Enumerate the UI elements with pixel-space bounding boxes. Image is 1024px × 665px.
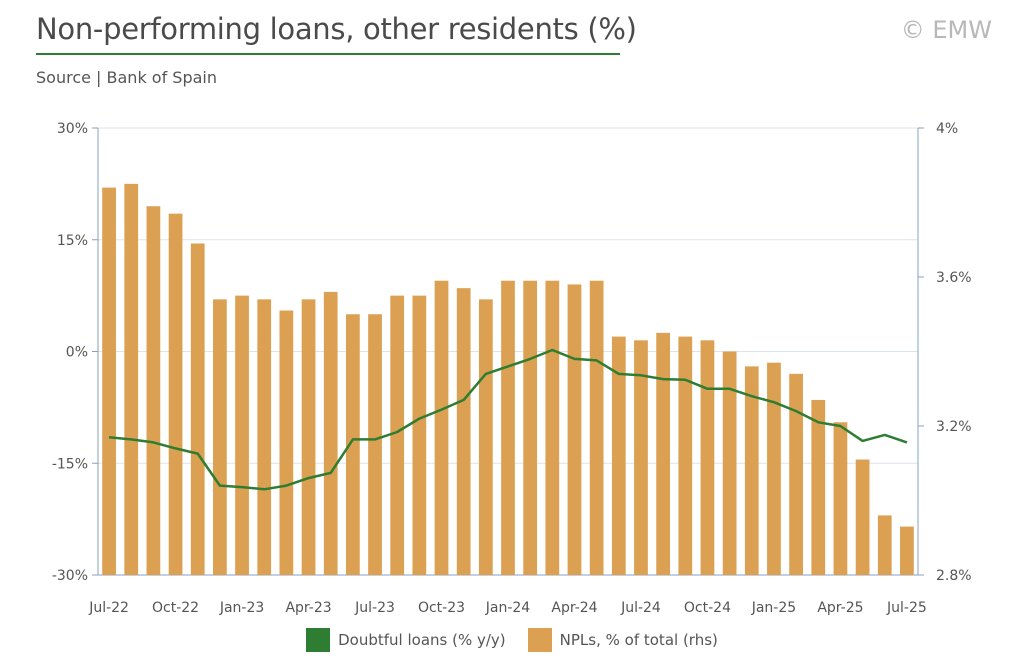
left-tick-label: -15% xyxy=(52,456,88,472)
left-tick-label: 30% xyxy=(57,121,88,137)
x-tick-label: Jan-25 xyxy=(751,600,796,616)
npl-bar xyxy=(789,373,803,575)
npl-bar xyxy=(456,288,471,575)
x-tick-label: Jul-23 xyxy=(354,600,395,616)
legend-swatch-bar xyxy=(527,628,552,652)
npl-bar xyxy=(567,284,582,575)
x-tick-label: Jan-24 xyxy=(485,600,531,616)
npl-bar xyxy=(478,299,493,575)
npl-bar xyxy=(323,291,338,575)
left-tick-label: 0% xyxy=(66,345,88,361)
legend-label-doubtful-loans: Doubtful loans (% y/y) xyxy=(338,631,506,649)
npl-bar xyxy=(811,399,826,575)
npl-bar xyxy=(168,213,183,576)
npl-bar xyxy=(368,314,382,575)
right-tick-label: 4% xyxy=(936,121,958,137)
x-tick-label: Jul-25 xyxy=(886,600,927,616)
x-tick-label: Jan-23 xyxy=(219,600,264,616)
npl-bar xyxy=(833,422,848,575)
npl-bar xyxy=(634,340,648,575)
npl-bar xyxy=(124,183,139,575)
npl-bar xyxy=(523,280,538,575)
legend-label-npls: NPLs, % of total (rhs) xyxy=(559,631,718,649)
npl-bar xyxy=(235,295,249,575)
npl-bar xyxy=(190,243,205,575)
legend-item-doubtful-loans: Doubtful loans (% y/y) xyxy=(306,628,506,652)
x-tick-label: Apr-25 xyxy=(817,600,863,616)
npl-bar xyxy=(767,362,781,575)
npl-bar xyxy=(900,526,914,575)
x-tick-label: Oct-22 xyxy=(152,600,199,616)
npl-bar xyxy=(390,295,405,575)
legend-item-npls: NPLs, % of total (rhs) xyxy=(527,628,718,652)
legend: Doubtful loans (% y/y) NPLs, % of total … xyxy=(0,628,1024,652)
x-tick-label: Oct-23 xyxy=(418,600,465,616)
x-tick-label: Jul-24 xyxy=(620,600,661,616)
title-underline xyxy=(36,53,620,55)
npl-bar xyxy=(611,336,626,575)
legend-swatch-line xyxy=(306,628,331,652)
npl-bar xyxy=(345,314,360,575)
npl-bar xyxy=(656,332,671,575)
npl-bar xyxy=(213,299,227,575)
doubtful-loans-line xyxy=(108,348,908,491)
npl-bar xyxy=(744,366,759,575)
x-tick-label: Apr-23 xyxy=(285,600,331,616)
npl-bar xyxy=(434,280,449,575)
copyright-label: © EMW xyxy=(900,16,992,44)
npl-bar xyxy=(279,310,294,575)
x-tick-label: Oct-24 xyxy=(684,600,731,616)
right-tick-label: 2.8% xyxy=(936,568,972,584)
npl-bar xyxy=(501,280,515,575)
left-tick-label: 15% xyxy=(57,233,88,249)
x-tick-label: Apr-24 xyxy=(551,600,597,616)
source-label: Source | Bank of Spain xyxy=(36,68,217,87)
npl-bar xyxy=(545,280,560,575)
right-tick-label: 3.6% xyxy=(936,270,972,286)
npl-bar xyxy=(855,459,870,575)
npl-bar xyxy=(146,206,161,575)
npl-bar xyxy=(257,299,272,575)
npl-bar xyxy=(700,340,715,575)
npl-bar xyxy=(301,299,316,575)
npl-bar xyxy=(722,351,737,575)
x-tick-label: Jul-22 xyxy=(88,600,129,616)
chart-title: Non-performing loans, other residents (%… xyxy=(36,12,637,46)
npl-bar xyxy=(102,187,116,575)
left-tick-label: -30% xyxy=(52,568,88,584)
npl-bar xyxy=(678,336,693,575)
npl-bar xyxy=(877,515,892,575)
npl-bar xyxy=(412,295,427,575)
right-tick-label: 3.2% xyxy=(936,419,972,435)
npl-bar xyxy=(589,280,604,575)
